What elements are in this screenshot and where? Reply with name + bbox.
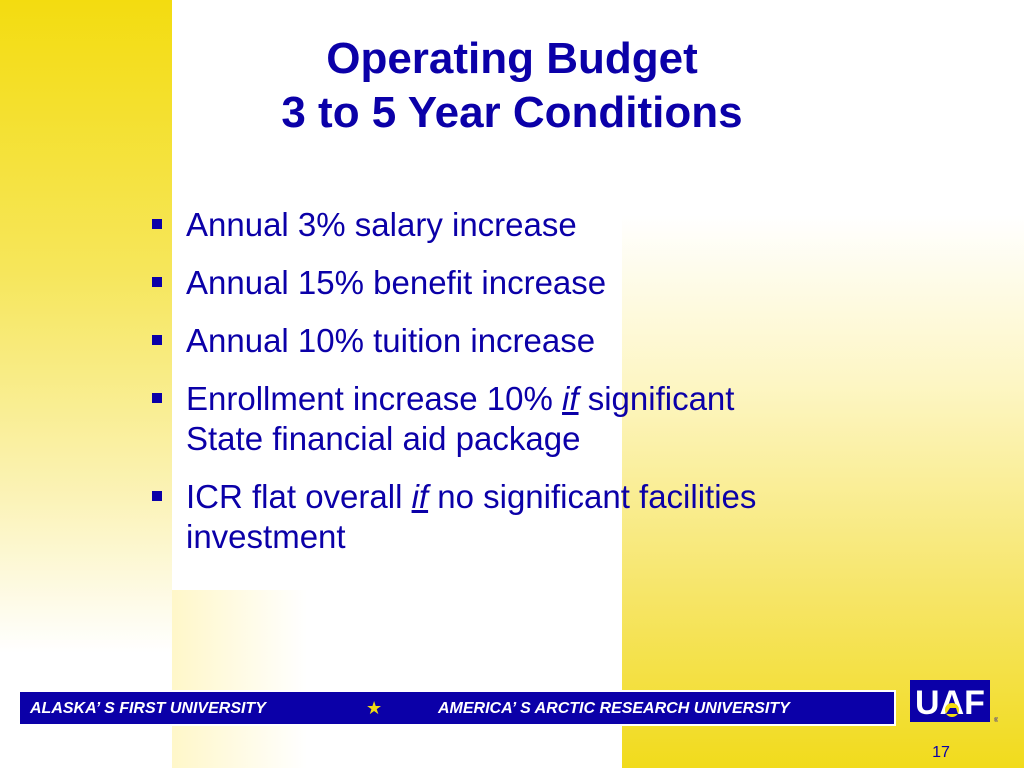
bullet-text: Annual 15% benefit increase (186, 264, 607, 301)
footer-right-text: AMERICA’ S ARCTIC RESEARCH UNIVERSITY (438, 700, 790, 717)
right-yellow-gradient (622, 0, 1024, 768)
page-number: 17 (932, 744, 950, 761)
star-icon: ★ (366, 698, 383, 718)
lower-content-background (172, 590, 622, 768)
bullet-text-end: no significant facilities (428, 478, 757, 515)
square-bullet-icon (152, 491, 162, 501)
square-bullet-icon (152, 219, 162, 229)
bullet-item: ICR flat overall if no significant facil… (152, 477, 932, 557)
bullet-text: Annual 10% tuition increase (186, 322, 596, 359)
title-line-2: 3 to 5 Year Conditions (281, 88, 743, 137)
slide-title: Operating Budget 3 to 5 Year Conditions (172, 32, 852, 140)
square-bullet-icon (152, 335, 162, 345)
bullet-item: Annual 10% tuition increase (152, 321, 932, 361)
bullet-emphasis: if (562, 380, 579, 417)
square-bullet-icon (152, 277, 162, 287)
bullet-emphasis: if (411, 478, 429, 515)
bullet-text-line2: State financial aid package (186, 420, 581, 457)
bullet-item: Annual 3% salary increase (152, 205, 932, 245)
bullet-item: Annual 15% benefit increase (152, 263, 932, 303)
title-line-1: Operating Budget (326, 34, 698, 83)
uaf-logo: UAF ® (910, 680, 998, 724)
bullet-item: Enrollment increase 10% if significant S… (152, 379, 932, 459)
footer-left-text: ALASKA’ S FIRST UNIVERSITY (30, 700, 266, 717)
left-yellow-gradient (0, 0, 172, 768)
bullet-text-line2: investment (186, 518, 346, 555)
bullet-text: Annual 3% salary increase (186, 206, 577, 243)
svg-text:®: ® (994, 717, 998, 724)
bullet-list: Annual 3% salary increase Annual 15% ben… (152, 205, 932, 575)
bullet-text-start: Enrollment increase 10% (186, 380, 563, 417)
bullet-text-end: significant (578, 380, 735, 417)
square-bullet-icon (152, 393, 162, 403)
footer-banner: ALASKA’ S FIRST UNIVERSITY ★ AMERICA’ S … (18, 690, 896, 726)
bullet-text-start: ICR flat overall (186, 478, 412, 515)
